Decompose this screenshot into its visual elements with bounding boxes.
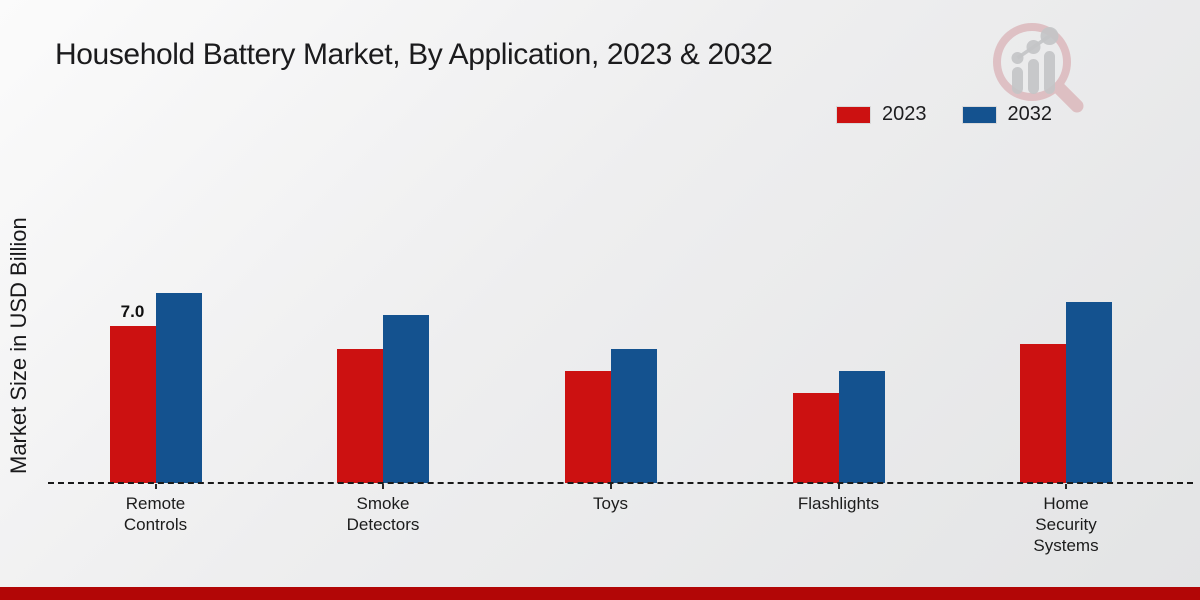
bar-2032-flashlights bbox=[838, 371, 885, 483]
bar-2032-remote-controls bbox=[155, 293, 202, 483]
category-label-remote-controls: Remote Controls bbox=[123, 494, 188, 535]
x-axis-tick bbox=[1065, 484, 1067, 489]
legend-item-2032: 2032 bbox=[962, 103, 1053, 126]
x-axis-tick bbox=[382, 484, 384, 489]
x-axis-baseline bbox=[48, 482, 1193, 484]
legend-label-2032: 2032 bbox=[1007, 103, 1053, 125]
legend-item-2023: 2023 bbox=[837, 103, 927, 126]
bar-2023-remote-controls bbox=[109, 326, 156, 483]
legend-swatch-2023 bbox=[837, 106, 870, 123]
x-axis-tick bbox=[154, 484, 157, 489]
bar-2023-smoke-detectors bbox=[337, 349, 383, 483]
legend-label-2023: 2023 bbox=[882, 103, 927, 125]
category-label-home-security-systems: Home Security Systems bbox=[1033, 494, 1099, 556]
legend: 2023 2032 bbox=[837, 103, 1052, 126]
bar-2032-home-security-systems bbox=[1066, 302, 1112, 483]
x-axis-tick bbox=[609, 484, 612, 489]
bar-2032-toys bbox=[610, 349, 657, 483]
footer-accent-bar bbox=[0, 587, 1200, 600]
chart-title: Household Battery Market, By Application… bbox=[55, 38, 773, 71]
bar-2023-flashlights bbox=[792, 393, 839, 483]
bar-value-label: 7.0 bbox=[120, 302, 145, 321]
bar-2023-home-security-systems bbox=[1020, 344, 1066, 483]
x-axis-tick bbox=[837, 484, 840, 489]
category-label-smoke-detectors: Smoke Detectors bbox=[346, 494, 420, 535]
legend-swatch-2032 bbox=[962, 106, 996, 123]
category-label-flashlights: Flashlights bbox=[797, 494, 880, 513]
bar-2023-toys bbox=[564, 371, 611, 483]
brand-logo-icon bbox=[993, 23, 1084, 113]
category-label-toys: Toys bbox=[593, 494, 628, 513]
bar-2032-smoke-detectors bbox=[383, 315, 429, 483]
